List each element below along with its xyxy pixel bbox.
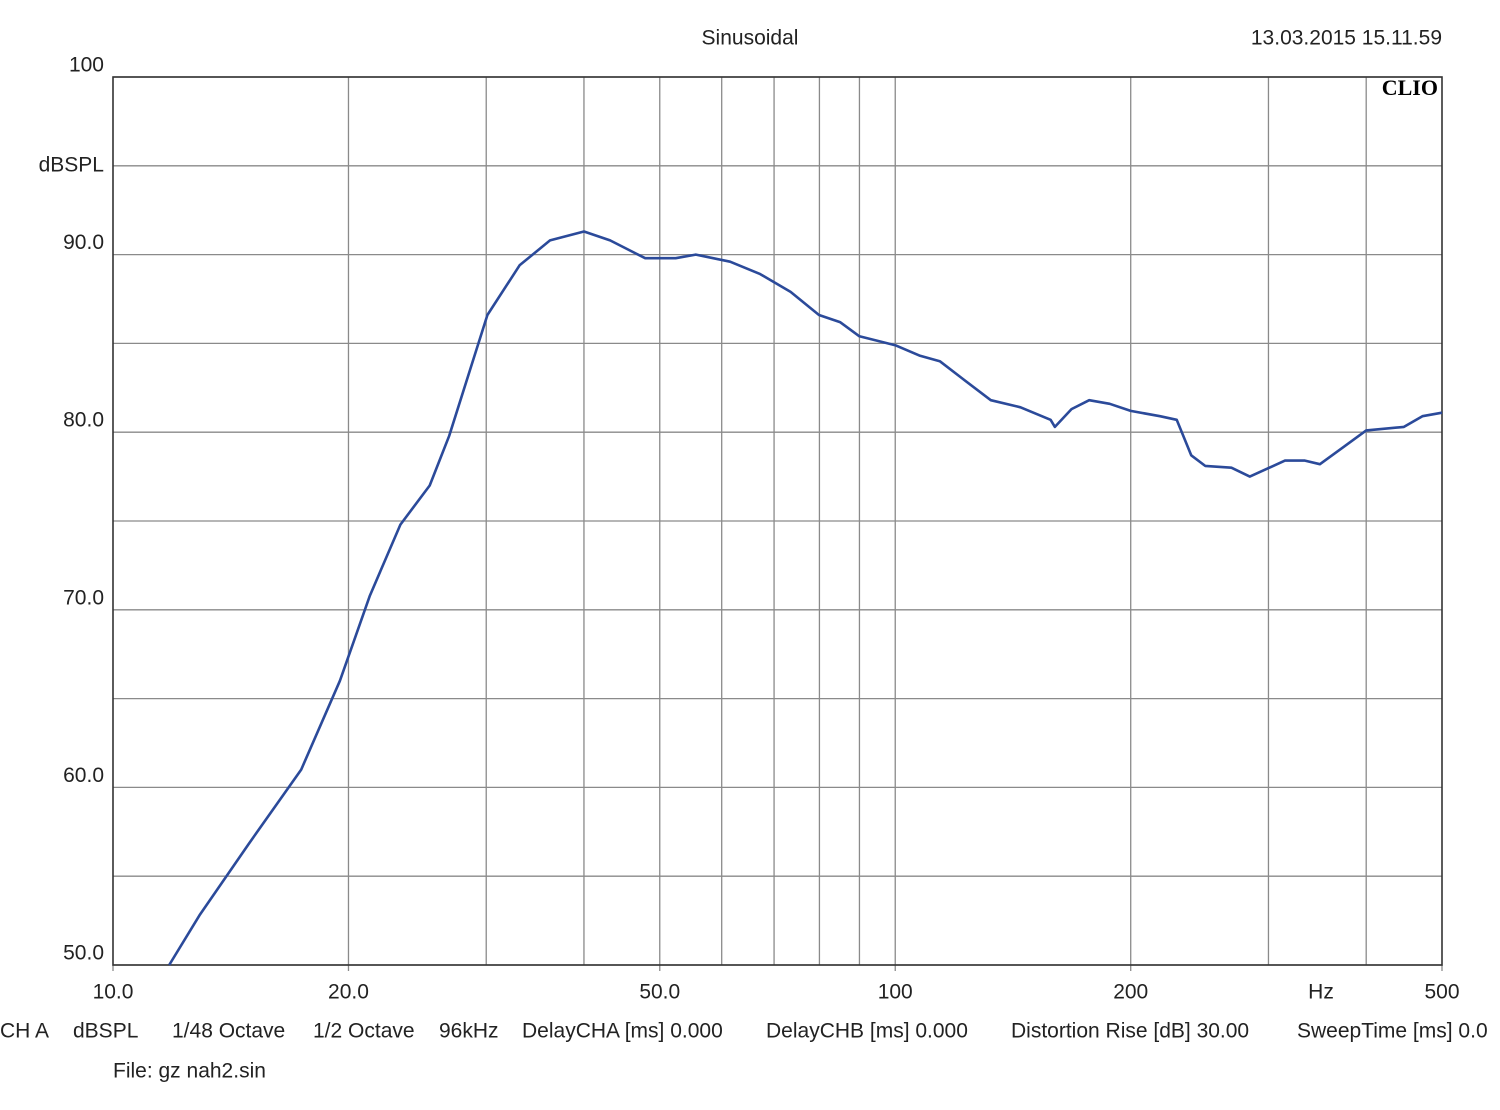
y-tick-label: 100 [69, 54, 104, 77]
x-tick-label: 20.0 [328, 981, 369, 1004]
footer-item: 96kHz [439, 1020, 499, 1043]
footer-item: 1/48 Octave [172, 1020, 285, 1043]
timestamp: 13.03.2015 15.11.59 [1251, 27, 1442, 50]
footer-item: 1/2 Octave [313, 1020, 415, 1043]
plot-frame [112, 76, 1443, 966]
x-tick-label: 50.0 [639, 981, 680, 1004]
data-line [168, 230, 1443, 966]
footer-item: Distortion Rise [dB] 30.00 [1011, 1020, 1249, 1043]
footer-item: DelayCHB [ms] 0.000 [766, 1020, 968, 1043]
x-tick-label: 500 [1424, 981, 1459, 1004]
chart-title: Sinusoidal [702, 27, 799, 50]
footer-item: CH A [0, 1020, 49, 1043]
y-tick-label: 90.0 [63, 231, 104, 254]
y-tick-label: 60.0 [63, 764, 104, 787]
footer-item: DelayCHA [ms] 0.000 [522, 1020, 723, 1043]
x-tick-label: 200 [1113, 981, 1148, 1004]
footer-item: dBSPL [73, 1020, 138, 1043]
y-tick-label: 80.0 [63, 409, 104, 432]
x-tick-label: 100 [878, 981, 913, 1004]
y-tick-label: 50.0 [63, 942, 104, 965]
x-tick-label: 10.0 [93, 981, 134, 1004]
footer-item: SweepTime [ms] 0.0 [1297, 1020, 1488, 1043]
brand: CLIO [1382, 75, 1438, 100]
y-tick-label: 70.0 [63, 586, 104, 609]
x-axis-label: Hz [1308, 981, 1334, 1004]
y-axis-label: dBSPL [39, 154, 104, 177]
file-name: File: gz nah2.sin [113, 1060, 266, 1083]
